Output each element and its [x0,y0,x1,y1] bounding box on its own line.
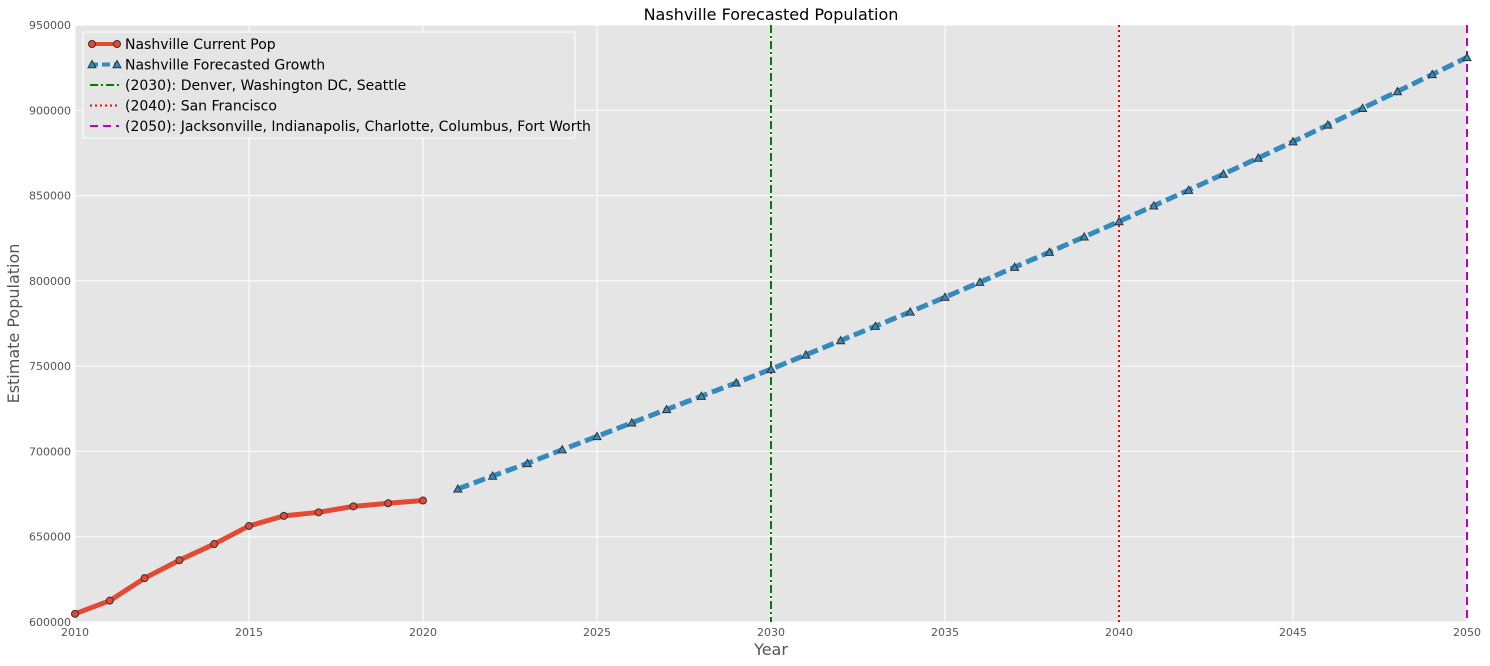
x-axis-title: Year [753,640,788,659]
chart-title: Nashville Forecasted Population [644,5,899,24]
legend-label: (2040): San Francisco [125,99,277,115]
x-tick-label: 2035 [931,626,959,639]
y-tick-label: 950000 [29,19,71,32]
data-point [1044,247,1055,256]
data-point [557,444,568,454]
x-tick-label: 2025 [583,626,611,639]
data-point [384,499,393,508]
y-tick-label: 850000 [29,190,71,203]
data-point [766,364,776,373]
data-point [487,470,498,480]
data-point [279,511,288,520]
legend-label: (2030): Denver, Washington DC, Seattle [125,78,406,94]
data-point [905,306,916,316]
y-tick-label: 600000 [29,616,71,629]
data-point [1114,216,1124,226]
data-point [522,458,533,468]
x-axis-ticks: 2010 2015 2020 2025 2030 2035 2040 2045 2050 [61,626,1481,639]
data-point [870,321,881,330]
x-tick-label: 2020 [409,626,437,639]
y-tick-label: 900000 [29,104,71,117]
data-point [731,377,742,387]
data-point [1392,86,1403,96]
data-point [1462,52,1472,62]
data-point [175,556,184,565]
x-tick-label: 2010 [61,626,89,639]
data-point [1079,231,1090,241]
data-point [349,502,358,511]
legend-marker [113,40,121,48]
y-axis-ticks: 600000 650000 700000 750000 800000 850000 9000… [29,19,71,629]
data-point [626,417,637,427]
data-point [696,391,707,400]
data-point [592,431,602,441]
data-point [105,596,114,605]
data-point [1009,262,1020,271]
data-point [71,609,79,618]
data-point [210,540,219,549]
data-point [1288,136,1298,146]
legend-marker [87,59,97,69]
legend-label: Nashville Current Pop [125,37,276,53]
data-point [1148,200,1159,210]
data-point [314,508,323,517]
y-tick-label: 700000 [29,445,71,458]
data-point [1357,103,1368,112]
legend-marker [112,59,122,69]
legend-marker [88,40,96,48]
x-tick-label: 2030 [757,626,785,639]
y-tick-label: 650000 [29,531,71,544]
y-tick-label: 800000 [29,275,71,288]
x-tick-label: 2045 [1279,626,1307,639]
data-point [245,521,253,530]
x-tick-label: 2050 [1453,626,1481,639]
series-line-1 [456,55,1469,492]
data-point [1183,185,1194,194]
data-point [661,404,672,414]
x-tick-label: 2040 [1105,626,1133,639]
legend-label: (2050): Jacksonville, Indianapolis, Char… [125,119,591,135]
data-point [800,349,811,359]
data-point [835,335,846,345]
reference-lines [770,25,1468,622]
x-tick-label: 2015 [235,626,263,639]
series-layer [71,52,1472,618]
legend: Nashville Current Pop Nashville Forecaste… [82,31,591,139]
data-point [1322,119,1333,129]
data-point [419,496,427,505]
data-point [1218,169,1229,178]
y-tick-label: 750000 [29,360,71,373]
data-point [452,483,463,493]
data-point [140,574,149,583]
y-axis-title: Estimate Population [4,244,23,404]
data-point [974,277,985,286]
data-point [1427,69,1438,79]
data-point [940,292,950,301]
legend-box [82,31,576,139]
legend-label: Nashville Forecasted Growth [125,58,325,74]
data-point [1253,153,1264,162]
